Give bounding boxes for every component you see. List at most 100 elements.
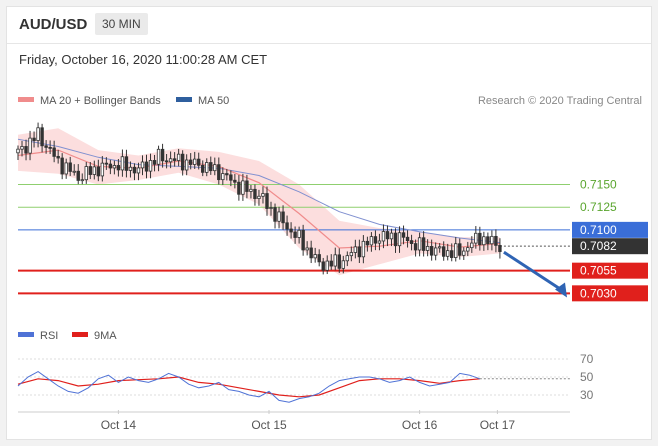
candle-body [205, 162, 209, 173]
x-axis: Oct 14 Oct 15 Oct 16 Oct 17 [18, 410, 570, 432]
candle-body [293, 231, 297, 238]
level-label-0.7100: 0.7100 [580, 223, 617, 237]
candle-body [349, 252, 354, 257]
candle-body [289, 228, 293, 233]
candle-body [409, 240, 414, 244]
candle-body [458, 243, 462, 256]
candle-body [301, 229, 305, 251]
candle-body [24, 146, 28, 154]
candle-body [277, 211, 281, 222]
candle-body [20, 146, 24, 150]
candle-body [257, 195, 261, 199]
candle-body [317, 254, 321, 263]
chart-widget: AUD/USD 30 MIN Friday, October 16, 2020 … [6, 6, 652, 440]
rsi-tick-70: 70 [580, 352, 594, 366]
x-tick-label: Oct 15 [251, 418, 287, 432]
rsi-legend-label: RSI [40, 330, 58, 342]
level-label-0.7030: 0.7030 [580, 286, 617, 300]
candle-body [261, 193, 265, 197]
candle-body [201, 164, 205, 173]
candle-body [233, 179, 237, 183]
candle-body [405, 236, 410, 242]
candle-body [249, 188, 253, 192]
candle-body [429, 246, 434, 256]
candle-body [148, 160, 153, 172]
candle-body [385, 231, 390, 240]
candle-body [221, 173, 225, 181]
candle-body [120, 156, 125, 171]
candle-body [462, 250, 466, 256]
candle-body [156, 148, 161, 165]
candle-body [441, 246, 446, 257]
candle-body [164, 160, 169, 163]
nine-ma-legend-swatch [72, 332, 88, 337]
rsi-line [17, 371, 480, 403]
candle-body [253, 188, 257, 199]
forecast-arrow-shaft [503, 250, 565, 293]
candle-body [92, 166, 97, 175]
candle-body [393, 232, 398, 247]
candle-body [136, 167, 141, 174]
candle-body [446, 250, 450, 257]
timestamp: Friday, October 16, 2020 11:00:28 AM CET [19, 52, 268, 67]
rsi-tick-30: 30 [580, 388, 594, 402]
candle-body [84, 166, 88, 181]
candle-body [88, 166, 92, 175]
candle-body [285, 222, 289, 230]
candle-body [104, 162, 109, 165]
candle-body [64, 162, 68, 175]
candle-body [498, 245, 502, 252]
candle-body [44, 145, 48, 148]
candle-body [152, 160, 157, 165]
forecast-arrow-head [555, 282, 567, 298]
candle-body [401, 232, 406, 238]
candle-body [490, 235, 494, 245]
candle-body [353, 246, 358, 253]
candle-body [437, 246, 442, 249]
level-label-0.7082: 0.7082 [580, 239, 617, 253]
candle-body [333, 254, 337, 267]
candle-body [454, 243, 458, 258]
candle-body [269, 207, 273, 209]
candle-body [56, 155, 60, 159]
candle-body [176, 153, 181, 161]
level-tag-0.7055 [572, 262, 648, 279]
candle-body [281, 211, 285, 224]
rsi-panel: 70 50 30 [17, 352, 594, 403]
candle-body [337, 254, 341, 269]
candle-body [32, 137, 36, 141]
candle-body [413, 243, 418, 251]
candle-body [52, 147, 56, 157]
candle-body [321, 261, 325, 271]
level-tag-0.7082 [572, 238, 648, 255]
candle-body [297, 229, 301, 238]
rsi-9ma-line [17, 376, 480, 398]
candle-body [357, 246, 362, 258]
candle-body [417, 237, 422, 251]
candle-body [188, 159, 193, 165]
candle-body [325, 260, 329, 271]
candle-body [225, 173, 229, 176]
candle-body [425, 246, 430, 251]
ma50-line [17, 138, 500, 244]
candle-body [377, 240, 382, 244]
candle-body [470, 242, 474, 249]
candle-body [478, 232, 482, 246]
candle-body [369, 236, 374, 246]
candle-body [168, 158, 173, 163]
level-label-0.7055: 0.7055 [580, 264, 617, 278]
candle-body [160, 148, 165, 162]
candle-body [237, 181, 241, 195]
timeframe-badge[interactable]: 30 MIN [95, 13, 148, 35]
candle-body [132, 166, 137, 174]
candle-body [193, 158, 197, 165]
rsi-tick-50: 50 [580, 370, 594, 384]
nine-ma-legend-label: 9MA [94, 330, 117, 342]
candle-body [421, 237, 426, 251]
candle-body [273, 207, 277, 222]
candle-body [16, 148, 20, 154]
candle-body [209, 162, 213, 172]
candle-body [184, 159, 189, 171]
candle-body [72, 170, 76, 173]
candle-body [100, 162, 105, 177]
